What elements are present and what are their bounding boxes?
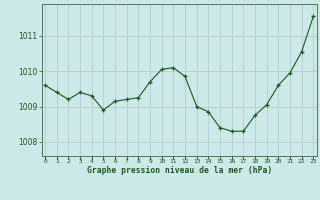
X-axis label: Graphe pression niveau de la mer (hPa): Graphe pression niveau de la mer (hPa) bbox=[87, 166, 272, 175]
